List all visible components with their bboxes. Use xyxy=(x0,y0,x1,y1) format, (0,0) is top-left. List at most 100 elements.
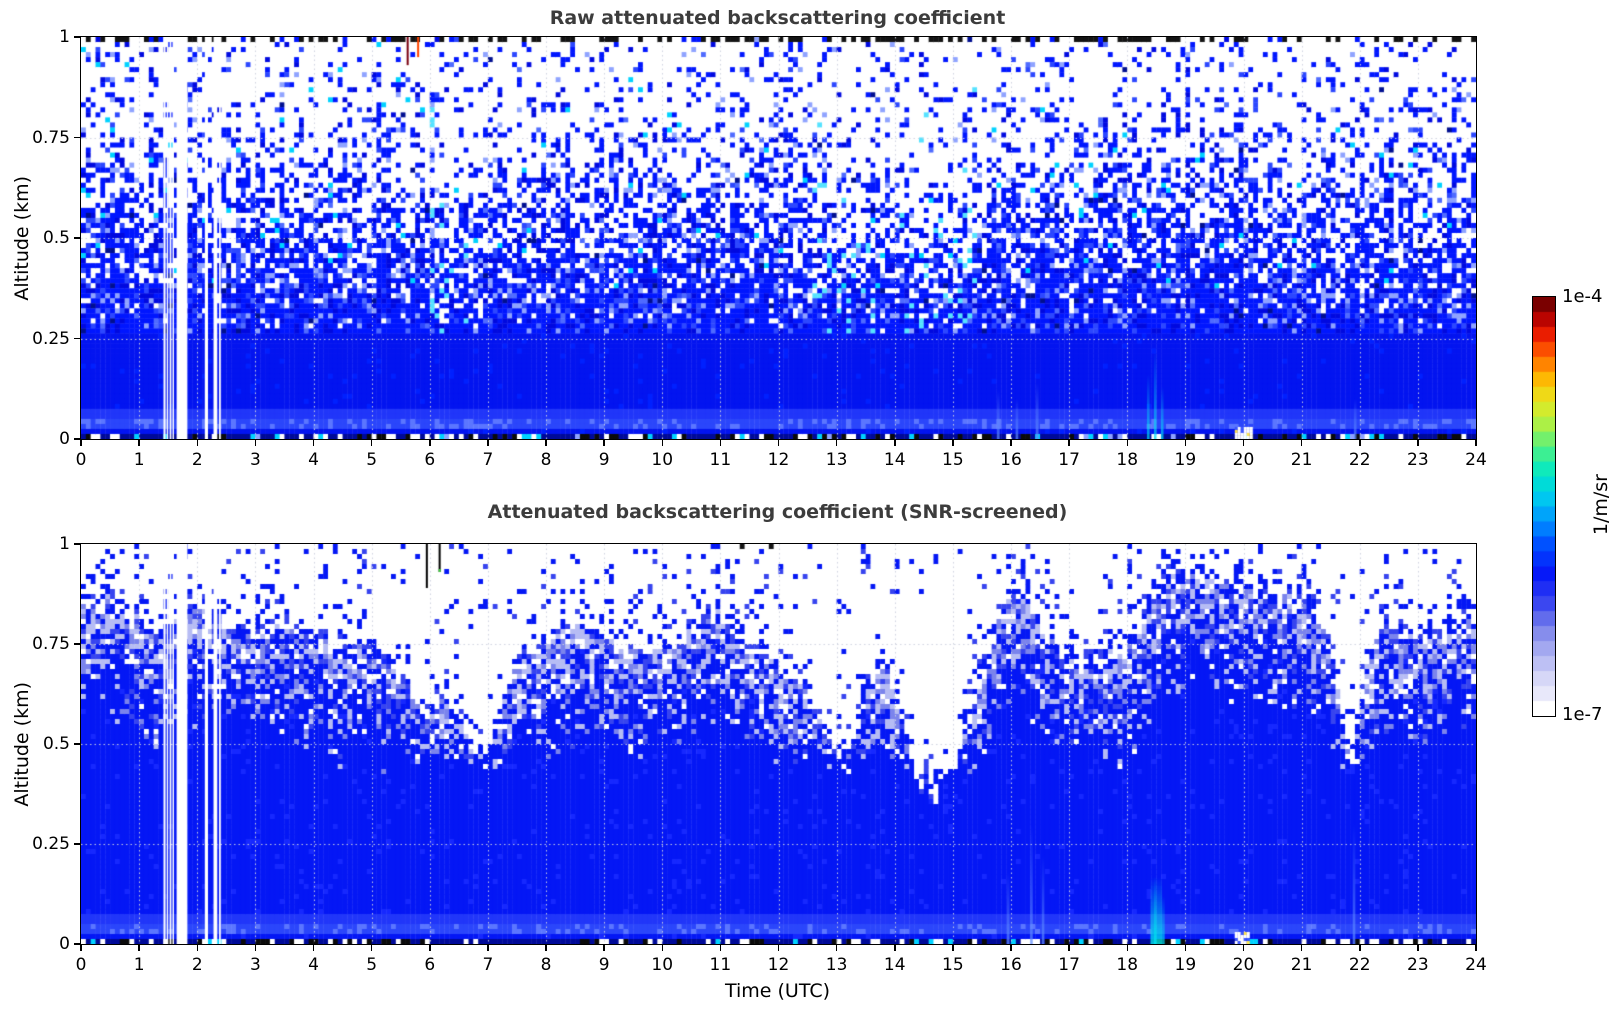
x-tick-label: 20 xyxy=(1232,450,1255,470)
x-tick-label: 1 xyxy=(133,450,145,470)
x-tick xyxy=(1184,440,1187,446)
y-tick-label: 0.25 xyxy=(32,328,70,349)
x-tick xyxy=(603,945,605,951)
x-tick-label: 9 xyxy=(598,955,610,975)
x-tick-label: 5 xyxy=(366,450,378,470)
x-tick xyxy=(196,440,198,446)
panel2-plot-area xyxy=(80,543,1477,945)
panel1-plot-area xyxy=(80,36,1477,440)
x-tick xyxy=(661,440,663,446)
y-tick xyxy=(74,543,80,545)
x-tick-label: 15 xyxy=(942,450,964,470)
x-tick-label: 9 xyxy=(598,450,610,470)
x-tick xyxy=(952,945,954,951)
x-tick xyxy=(196,945,198,951)
x-tick-label: 12 xyxy=(767,955,790,975)
x-tick xyxy=(254,440,257,446)
x-tick xyxy=(1359,945,1361,951)
x-tick xyxy=(487,945,489,951)
y-tick xyxy=(74,843,80,845)
x-tick-label: 10 xyxy=(651,955,674,975)
x-tick xyxy=(1417,945,1419,951)
x-tick-label: 14 xyxy=(883,450,906,470)
y-tick xyxy=(74,438,80,440)
x-tick-label: 13 xyxy=(825,955,848,975)
x-tick xyxy=(545,440,547,446)
x-tick xyxy=(545,945,547,951)
x-tick-label: 18 xyxy=(1116,955,1139,975)
x-tick xyxy=(487,440,489,446)
colorbar xyxy=(1532,296,1556,717)
x-tick xyxy=(1242,945,1245,951)
y-tick xyxy=(74,743,80,745)
x-tick xyxy=(312,440,315,446)
y-tick-label: 0 xyxy=(59,934,70,954)
x-tick-label: 12 xyxy=(767,450,790,470)
x-tick xyxy=(1010,440,1012,446)
x-tick-label: 8 xyxy=(540,955,552,975)
x-tick-label: 3 xyxy=(249,955,261,975)
x-tick-label: 4 xyxy=(308,450,319,470)
x-tick-label: 17 xyxy=(1058,955,1080,975)
panel2-title: Attenuated backscattering coefficient (S… xyxy=(487,501,1068,523)
x-tick-label: 4 xyxy=(308,955,319,975)
x-tick xyxy=(835,945,838,951)
y-tick xyxy=(74,237,80,239)
x-tick xyxy=(370,945,373,951)
x-tick-label: 1 xyxy=(133,955,145,975)
x-tick xyxy=(1359,440,1361,446)
y-tick xyxy=(74,36,80,38)
x-tick-label: 6 xyxy=(424,955,436,975)
x-tick-label: 14 xyxy=(883,955,906,975)
x-tick-label: 2 xyxy=(191,450,203,470)
x-tick-label: 17 xyxy=(1058,450,1080,470)
x-tick xyxy=(80,440,82,446)
x-tick xyxy=(429,440,431,446)
x-tick-label: 0 xyxy=(75,955,87,975)
panel1-heatmap-canvas xyxy=(81,37,1476,439)
y-tick-label: 1 xyxy=(59,27,70,47)
time-axis-label: Time (UTC) xyxy=(724,980,831,1002)
panel2-heatmap-canvas xyxy=(81,544,1476,944)
x-tick xyxy=(719,945,722,951)
x-tick xyxy=(1417,440,1419,446)
x-tick-label: 20 xyxy=(1232,955,1255,975)
y-tick xyxy=(74,943,80,945)
x-tick xyxy=(1300,945,1303,951)
x-tick-label: 6 xyxy=(424,450,436,470)
colorbar-unit-text: 1/m/sr xyxy=(1590,474,1612,536)
x-tick xyxy=(1300,440,1303,446)
x-tick-label: 23 xyxy=(1407,450,1429,470)
y-tick xyxy=(74,136,80,139)
x-tick xyxy=(138,440,140,446)
x-tick xyxy=(1068,440,1070,446)
x-tick xyxy=(312,945,315,951)
x-tick xyxy=(952,440,954,446)
y-tick-label: 0.5 xyxy=(42,734,70,754)
x-tick xyxy=(1126,440,1128,446)
x-tick-label: 13 xyxy=(825,450,848,470)
x-tick-label: 24 xyxy=(1465,450,1487,470)
x-tick-label: 7 xyxy=(482,450,494,470)
y-tick-label: 0.75 xyxy=(32,634,70,654)
x-tick xyxy=(777,440,780,446)
x-tick-label: 21 xyxy=(1290,450,1313,470)
x-tick-label: 7 xyxy=(482,955,494,975)
colorbar-canvas xyxy=(1533,297,1555,716)
x-tick-label: 16 xyxy=(1000,450,1022,470)
x-tick xyxy=(254,945,257,951)
x-tick-label: 11 xyxy=(709,955,732,975)
x-tick-label: 15 xyxy=(942,955,964,975)
x-tick xyxy=(1475,440,1477,446)
x-tick-label: 24 xyxy=(1465,955,1487,975)
x-tick xyxy=(370,440,373,446)
x-tick xyxy=(661,945,663,951)
x-tick-label: 16 xyxy=(1000,955,1022,975)
x-tick-label: 19 xyxy=(1174,450,1197,470)
x-tick xyxy=(894,945,896,951)
y-tick xyxy=(74,643,80,645)
x-tick-label: 22 xyxy=(1348,450,1371,470)
x-tick-label: 21 xyxy=(1290,955,1313,975)
x-tick xyxy=(777,945,780,951)
x-tick xyxy=(835,440,838,446)
